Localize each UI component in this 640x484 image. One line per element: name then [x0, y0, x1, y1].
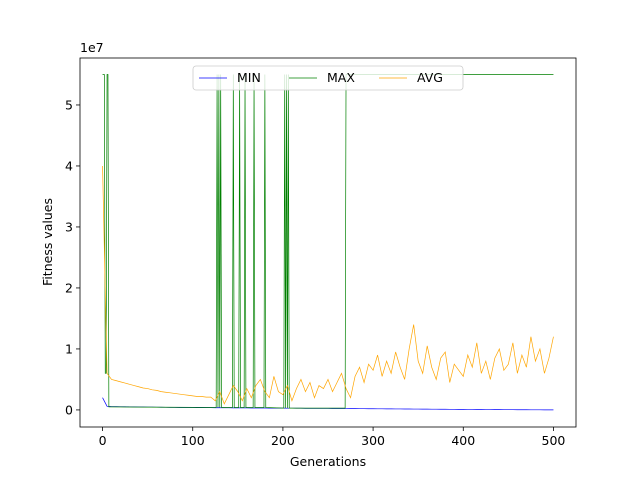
x-axis-label: Generations: [290, 454, 366, 469]
y-offset-label: 1e7: [80, 40, 104, 55]
plot-frame: [79, 57, 577, 428]
legend-box: [192, 65, 464, 91]
series-line: [102, 74, 554, 409]
y-tick-label: 4: [65, 158, 73, 173]
y-tick-label: 2: [65, 280, 73, 295]
legend-label: MAX: [327, 70, 355, 85]
x-tick-label: 300: [361, 433, 385, 448]
x-tick-label: 200: [271, 433, 295, 448]
series-line: [102, 165, 554, 405]
legend-label: MIN: [237, 70, 261, 85]
x-tick-label: 100: [181, 433, 205, 448]
y-tick-label: 5: [65, 97, 73, 112]
x-tick-label: 400: [451, 433, 475, 448]
y-tick-label: 0: [65, 402, 73, 417]
y-tick-label: 3: [65, 219, 73, 234]
y-tick-label: 1: [65, 341, 73, 356]
x-tick-label: 0: [99, 433, 107, 448]
legend-label: AVG: [417, 70, 443, 85]
x-tick-label: 500: [542, 433, 566, 448]
y-axis-label: Fitness values: [40, 198, 55, 286]
